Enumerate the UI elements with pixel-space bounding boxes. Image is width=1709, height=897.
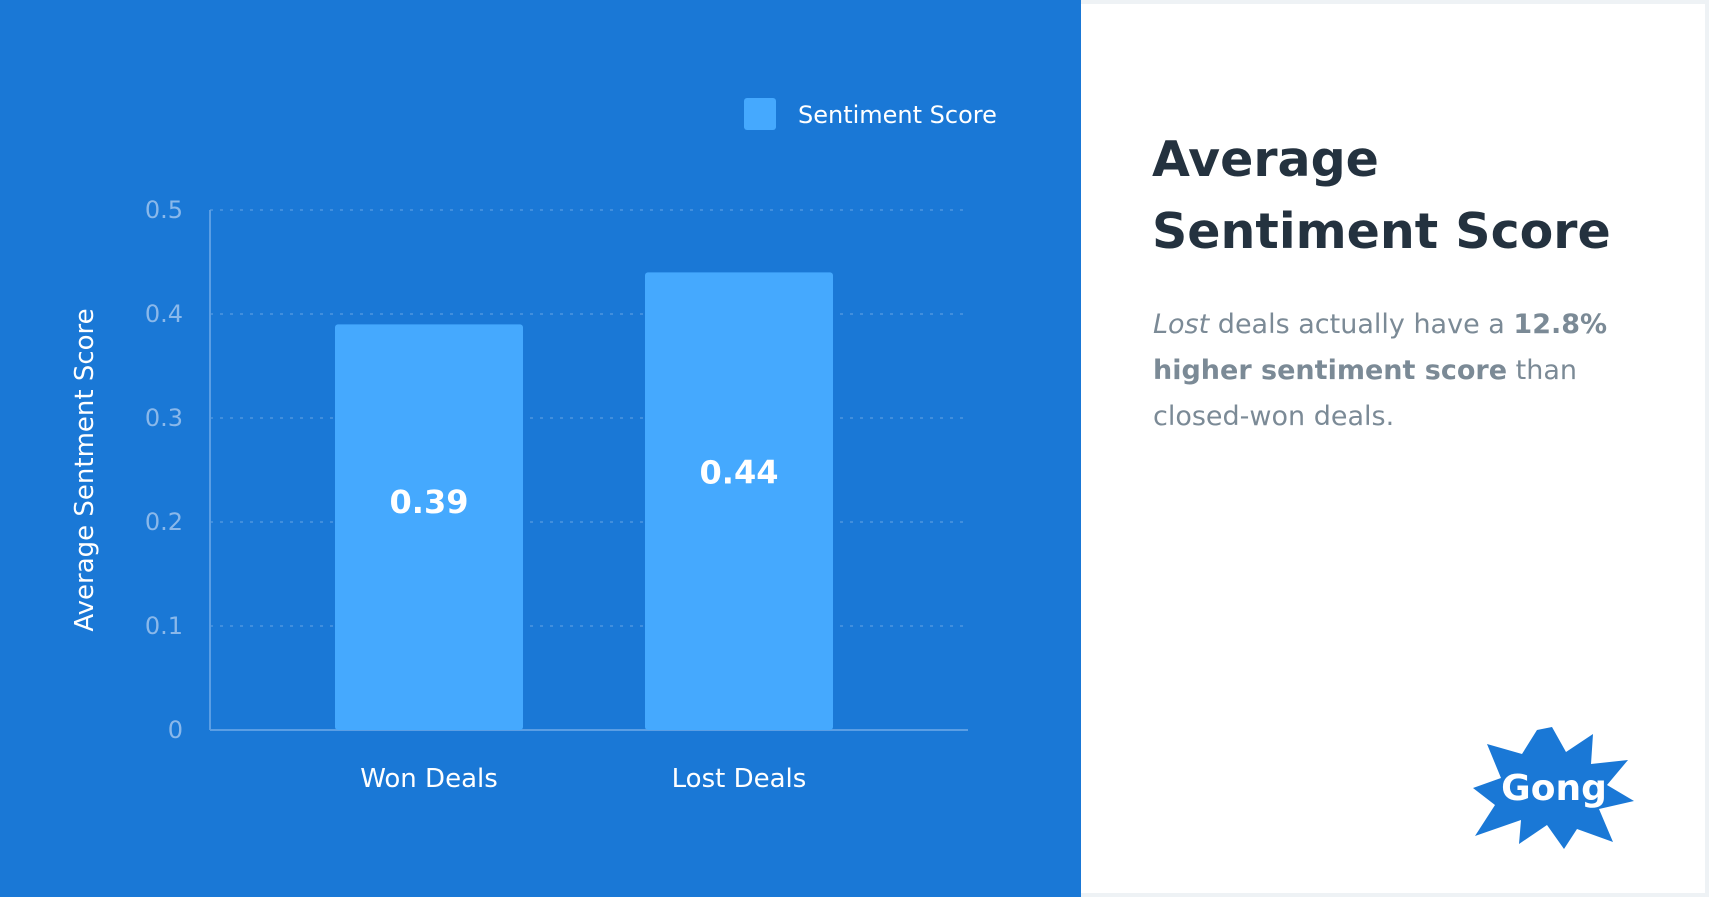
x-category-label: Lost Deals [672,764,807,794]
description-italic: Lost [1153,309,1210,340]
x-axis-categories: Won Deals Lost Deals [360,764,806,794]
info-panel: Average Sentiment Score Lost deals actua… [1081,4,1705,893]
description-part-1: deals actually have a [1209,309,1514,340]
gridlines [210,209,968,627]
bar-chart: 0 0.1 0.2 0.3 0.4 0.5 0.39 0.44 Won Deals Lost … [70,98,997,794]
legend-label: Sentiment Score [798,101,997,129]
y-tick-label: 0.5 [145,196,183,224]
bar [645,272,833,730]
x-category-label: Won Deals [360,764,498,794]
y-tick-label: 0.3 [145,404,183,432]
bar-value-label: 0.39 [390,483,469,521]
description-part-2: than closed-won deals. [1153,355,1577,432]
starburst-logo-icon [1473,727,1634,849]
bar [335,324,523,730]
chart-panel: 0 0.1 0.2 0.3 0.4 0.5 0.39 0.44 Won Deals Lost … [0,0,1081,897]
y-tick-label: 0 [168,716,183,744]
headline-line-2: Sentiment Score [1152,203,1611,260]
description: Lost deals actually have a 12.8% higher … [1153,302,1633,440]
headline-line-1: Average [1152,131,1379,188]
legend-swatch [744,98,776,130]
bars: 0.39 0.44 [335,272,833,730]
y-tick-label: 0.1 [145,612,183,640]
logo-text: Gong [1501,768,1607,809]
y-axis-title: Average Sentment Score [70,308,100,631]
gong-logo: Gong [1473,727,1634,849]
y-tick-label: 0.2 [145,508,183,536]
headline: Average Sentiment Score [1152,124,1672,268]
y-axis-ticks: 0 0.1 0.2 0.3 0.4 0.5 [145,196,183,744]
bar-value-label: 0.44 [700,453,779,491]
y-tick-label: 0.4 [145,300,183,328]
description-bold: 12.8% higher sentiment score [1153,309,1608,386]
